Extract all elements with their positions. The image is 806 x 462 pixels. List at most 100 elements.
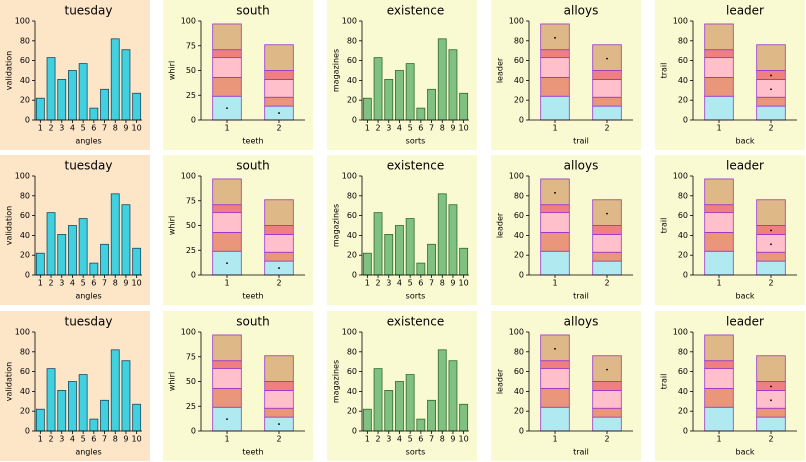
stack-segment — [212, 204, 242, 214]
chart-panel: alloys trail leader 0 20 40 60 80 100 1 2 — [491, 155, 641, 305]
y-tick-label: 0 — [25, 427, 30, 436]
stack-segment — [212, 368, 242, 389]
y-tick-label: 100 — [15, 172, 30, 181]
bar — [416, 107, 426, 121]
stack-segment — [592, 260, 622, 276]
chart-title: tuesday — [64, 315, 112, 329]
stack-segment — [756, 390, 786, 409]
bar — [121, 49, 131, 121]
y-tick-label: 100 — [673, 328, 688, 337]
chart-title: leader — [726, 4, 764, 18]
y-tick-label: 100 — [15, 328, 30, 337]
bar — [78, 374, 88, 432]
bar — [373, 368, 383, 432]
y-tick-label: 100 — [181, 17, 196, 26]
x-tick-label: 2 — [49, 124, 54, 133]
x-tick-label: 9 — [123, 279, 128, 288]
x-tick-label: 5 — [81, 124, 86, 133]
chart-panel: tuesday angles validation 0 20 40 60 80 100 1 2 3 4 5… — [0, 155, 150, 305]
y-tick-label: 100 — [509, 17, 524, 26]
stack-segment — [704, 360, 734, 370]
stack-segment — [212, 23, 242, 51]
y-tick-label: 75 — [186, 352, 196, 361]
x-tick-label: 6 — [91, 124, 96, 133]
stack-segment — [592, 225, 622, 235]
y-axis-label: whirl — [168, 61, 177, 80]
bar — [35, 408, 45, 432]
y-tick-label: 40 — [347, 76, 357, 85]
x-tick-label: 2 — [276, 435, 281, 444]
chart-title: alloys — [564, 159, 599, 173]
x-tick-label: 7 — [102, 435, 107, 444]
stack-segment — [704, 250, 734, 276]
bar — [448, 360, 458, 432]
stack-segment — [704, 49, 734, 59]
bar — [100, 399, 109, 432]
y-tick-label: 20 — [678, 96, 688, 105]
y-tick-label: 20 — [514, 251, 524, 260]
x-tick-label: 3 — [386, 279, 391, 288]
chart-panel: existence sorts magazines 0 20 40 60 80 100 1 2 3 4 5… — [327, 311, 477, 461]
stack-segment — [592, 79, 622, 98]
stack-segment — [540, 360, 570, 370]
marker — [770, 385, 772, 388]
x-tick-label: 1 — [716, 279, 721, 288]
x-tick-label: 8 — [440, 279, 445, 288]
x-axis-label: trail — [573, 292, 589, 301]
x-tick-label: 9 — [450, 435, 455, 444]
stack-segment — [212, 388, 242, 408]
stack-segment — [756, 407, 786, 418]
stack-segment — [212, 212, 242, 233]
stack-segment — [704, 334, 734, 362]
x-tick-label: 3 — [386, 435, 391, 444]
y-tick-label: 75 — [186, 41, 196, 50]
chart-title: existence — [387, 315, 445, 329]
x-tick-label: 9 — [450, 279, 455, 288]
chart-panel: south teeth whirl 0 25 50 75 100 1 2 — [163, 155, 313, 305]
chart-title: alloys — [564, 4, 599, 18]
x-tick-label: 10 — [132, 279, 142, 288]
x-axis-label: teeth — [242, 137, 263, 146]
chart-title: tuesday — [64, 159, 112, 173]
bar — [427, 88, 436, 121]
y-tick-label: 50 — [186, 221, 196, 230]
bar — [384, 390, 394, 432]
stack-segment — [592, 105, 622, 121]
y-tick-label: 40 — [347, 387, 357, 396]
bar — [100, 243, 109, 276]
x-axis-label: sorts — [406, 292, 426, 301]
stack-segment — [592, 355, 622, 382]
x-tick-label: 7 — [102, 124, 107, 133]
x-tick-label: 4 — [397, 435, 402, 444]
y-tick-label: 100 — [673, 17, 688, 26]
bar — [100, 88, 109, 121]
chart-title: south — [236, 315, 270, 329]
stack-segment — [264, 355, 294, 382]
bar — [427, 399, 436, 432]
y-tick-label: 40 — [514, 231, 524, 240]
y-tick-label: 0 — [191, 427, 196, 436]
bar — [405, 218, 415, 276]
stack-segment — [592, 390, 622, 409]
y-axis-label: magazines — [332, 204, 341, 247]
y-tick-label: 0 — [25, 271, 30, 280]
stack-segment — [704, 368, 734, 389]
y-tick-label: 80 — [514, 347, 524, 356]
y-tick-label: 60 — [347, 56, 357, 65]
bar — [110, 193, 120, 276]
bar — [459, 247, 469, 276]
x-tick-label: 2 — [768, 279, 773, 288]
marker — [278, 112, 280, 114]
marker — [606, 212, 608, 215]
chart-title: existence — [387, 4, 445, 18]
stack-segment — [756, 260, 786, 276]
stack-segment — [212, 360, 242, 370]
bar — [68, 70, 77, 121]
x-tick-label: 1 — [716, 435, 721, 444]
stack-segment — [540, 95, 570, 121]
y-tick-label: 40 — [514, 387, 524, 396]
x-tick-label: 4 — [397, 279, 402, 288]
x-tick-label: 7 — [102, 279, 107, 288]
stack-segment — [704, 178, 734, 206]
stack-segment — [540, 406, 570, 432]
